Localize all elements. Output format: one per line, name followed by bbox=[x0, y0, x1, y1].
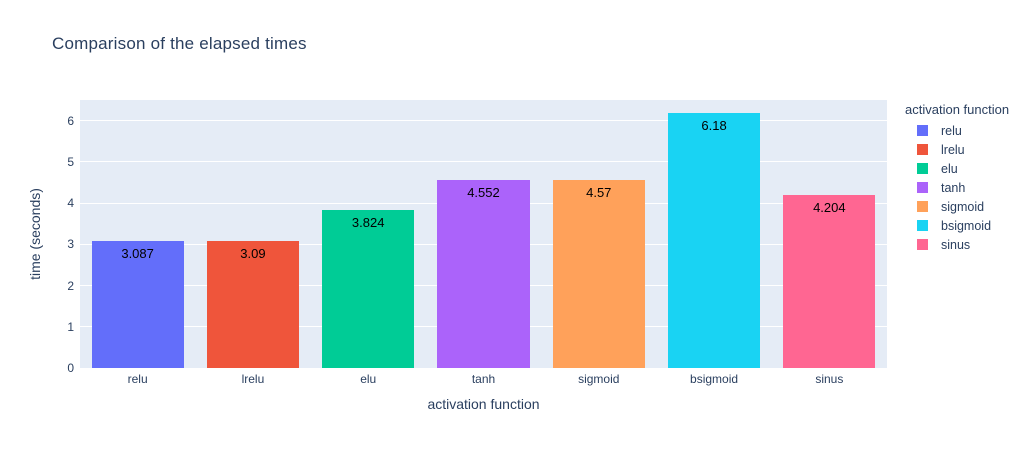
legend-swatch-icon bbox=[917, 220, 928, 231]
legend-item-lrelu[interactable]: lrelu bbox=[905, 140, 1009, 159]
bar-sinus[interactable]: 4.204 bbox=[783, 194, 876, 368]
bar-value-label: 3.087 bbox=[121, 245, 154, 261]
plot-area[interactable]: 3.087 3.09 3.824 4.552 4.57 6.18 4.204 bbox=[80, 100, 887, 369]
bar-bsigmoid[interactable]: 6.18 bbox=[667, 113, 761, 368]
legend-item-elu[interactable]: elu bbox=[905, 159, 1009, 178]
legend-item-label: lrelu bbox=[941, 142, 965, 157]
x-tick-label: sinus bbox=[815, 372, 844, 386]
gridline bbox=[80, 120, 887, 122]
legend-items: relu lrelu elu tanh sigmoid bsigmoid sinus bbox=[905, 121, 1009, 254]
legend-title: activation function bbox=[905, 102, 1010, 117]
bar-tanh[interactable]: 4.552 bbox=[437, 180, 530, 368]
x-tick-label: elu bbox=[360, 372, 377, 386]
bar-elu[interactable]: 3.824 bbox=[322, 210, 415, 368]
x-tick-label: bsigmoid bbox=[690, 372, 739, 386]
legend-item-label: elu bbox=[941, 161, 958, 176]
legend-swatch-icon bbox=[917, 239, 928, 250]
bar-sigmoid[interactable]: 4.57 bbox=[552, 179, 645, 368]
y-tick-label: 4 bbox=[67, 196, 74, 211]
x-axis-title: activation function bbox=[427, 396, 540, 412]
y-tick-label: 3 bbox=[67, 237, 74, 252]
legend-item-sinus[interactable]: sinus bbox=[905, 235, 1009, 254]
bar-value-label: 4.57 bbox=[586, 184, 612, 200]
legend-item-label: bsigmoid bbox=[941, 218, 992, 233]
chart-title: Comparison of the elapsed times bbox=[52, 34, 307, 53]
legend-item-label: relu bbox=[941, 123, 962, 138]
legend-swatch-icon bbox=[917, 125, 928, 136]
bar-relu[interactable]: 3.087 bbox=[91, 240, 184, 368]
legend-item-relu[interactable]: relu bbox=[905, 121, 1009, 140]
bar-value-label: 4.204 bbox=[813, 199, 846, 215]
gridline bbox=[80, 367, 887, 369]
y-tick-label: 2 bbox=[67, 278, 74, 293]
legend-item-tanh[interactable]: tanh bbox=[905, 178, 1009, 197]
x-tick-label: sigmoid bbox=[578, 372, 620, 386]
x-tick-label: lrelu bbox=[241, 372, 265, 386]
bar-value-label: 3.09 bbox=[240, 245, 266, 261]
legend-swatch-icon bbox=[917, 201, 928, 212]
legend-item-label: sigmoid bbox=[941, 199, 985, 214]
x-tick-label: relu bbox=[127, 372, 148, 386]
legend-swatch-icon bbox=[917, 144, 928, 155]
y-tick-label: 1 bbox=[67, 319, 74, 334]
bar-value-label: 3.824 bbox=[351, 215, 385, 231]
y-tick-label: 6 bbox=[67, 113, 74, 128]
legend-item-bsigmoid[interactable]: bsigmoid bbox=[905, 216, 1009, 235]
x-tick-label: tanh bbox=[471, 372, 496, 386]
legend: activation function relu lrelu elu tanh sigm… bbox=[905, 102, 1009, 254]
bar-value-label: 4.552 bbox=[467, 185, 500, 201]
gridline bbox=[80, 161, 887, 163]
legend-item-label: sinus bbox=[941, 237, 971, 252]
legend-item-sigmoid[interactable]: sigmoid bbox=[905, 197, 1009, 216]
legend-swatch-icon bbox=[917, 182, 928, 193]
y-tick-label: 5 bbox=[67, 154, 74, 169]
legend-swatch-icon bbox=[917, 163, 928, 174]
bar-lrelu[interactable]: 3.09 bbox=[206, 240, 300, 368]
legend-item-label: tanh bbox=[941, 180, 966, 195]
y-tick-label: 0 bbox=[67, 361, 74, 375]
bar-value-label: 6.18 bbox=[701, 118, 727, 134]
